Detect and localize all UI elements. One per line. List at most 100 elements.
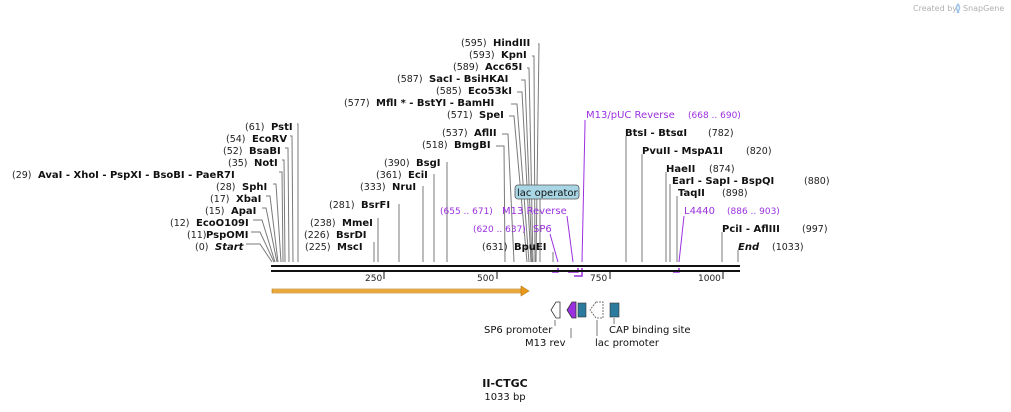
orf-arrow[interactable] [271, 285, 530, 297]
enzyme-pos: (537) [442, 128, 468, 139]
enzyme-pos: (11) [187, 230, 207, 241]
enzyme-pos: (52) [223, 146, 243, 157]
enzyme-name[interactable]: PstI [271, 122, 293, 133]
enzyme-name[interactable]: SphI [242, 182, 267, 193]
lac-operator-feature[interactable]: lac operator [514, 184, 580, 262]
enzyme-pos: (571) [447, 110, 473, 121]
enzyme-pos: (518) [422, 140, 448, 151]
enzyme-name[interactable]: PvuII - MspA1I [642, 146, 723, 157]
cap-binding-site-label: CAP binding site [609, 325, 691, 336]
tick-label: 500 [477, 274, 494, 284]
enzyme-name[interactable]: HaeII [666, 164, 695, 175]
primer-lines [549, 120, 685, 263]
enzyme-name[interactable]: BsaBI [249, 146, 281, 157]
primer-name[interactable]: M13 Reverse [502, 206, 567, 217]
enzyme-name[interactable]: BtsI - BtsαI [625, 128, 687, 139]
lac-promoter-feature[interactable] [589, 301, 604, 336]
primer-range: (886 .. 903) [727, 207, 780, 217]
primer-range: (620 .. 637) [473, 225, 526, 235]
enzyme-pos: (390) [384, 158, 410, 169]
lac-promoter-label: lac promoter [595, 338, 660, 349]
enzyme-pos: (874) [709, 164, 735, 175]
enzyme-name[interactable]: Acc65I [485, 62, 522, 73]
enzyme-pos: (333) [360, 182, 386, 193]
enzyme-pos: (29) [12, 170, 32, 181]
enzyme-name[interactable]: KpnI [501, 50, 527, 61]
primer-name[interactable]: L4440 [684, 206, 715, 217]
enzyme-name[interactable]: AflII [474, 128, 497, 139]
enzyme-name[interactable]: BsrFI [361, 200, 390, 211]
enzyme-name[interactable]: Eco53kI [468, 86, 512, 97]
enzyme-name[interactable]: EarI - SapI - BspQI [672, 176, 774, 187]
enzyme-pos: (1033) [772, 242, 804, 253]
enzyme-pos: (585) [436, 86, 462, 97]
enzyme-name[interactable]: MscI [337, 242, 363, 253]
m13-rev-label: M13 rev [525, 338, 566, 349]
m13-rev-feature[interactable] [566, 301, 577, 338]
sequence-length: 1033 bp [484, 392, 525, 403]
enzyme-pos: (54) [226, 134, 246, 145]
enzyme-pos: (12) [170, 218, 190, 229]
sp6-promoter-feature[interactable] [550, 301, 561, 326]
enzyme-name[interactable]: XbaI [236, 194, 261, 205]
enzyme-name[interactable]: TaqII [678, 188, 705, 199]
enzyme-name[interactable]: MflI * - BstYI - BamHI [376, 98, 494, 109]
enzyme-name[interactable]: NruI [392, 182, 416, 193]
enzyme-pos: (631) [482, 242, 508, 253]
lac-operator-label: lac operator [517, 188, 578, 199]
enzyme-pos: (997) [802, 224, 828, 235]
enzyme-pos: (898) [722, 188, 748, 199]
enzyme-name[interactable]: Start [215, 242, 245, 253]
created-by-label: Created by [913, 4, 957, 13]
enzyme-pos: (0) [195, 242, 208, 253]
enzyme-pos: (820) [746, 146, 772, 157]
sequence-name: II-CTGC [482, 377, 527, 390]
enzyme-pos: (225) [305, 242, 331, 253]
enzyme-pos: (238) [310, 218, 336, 229]
enzyme-name[interactable]: HindIII [493, 38, 530, 49]
enzyme-name[interactable]: EcoRV [252, 134, 287, 145]
enzyme-pos: (15) [205, 206, 225, 217]
enzyme-pos: (880) [804, 176, 830, 187]
enzyme-pos: (593) [469, 50, 495, 61]
enzyme-name[interactable]: BpuEI [514, 242, 546, 253]
enzyme-name[interactable]: MmeI [342, 218, 373, 229]
cap-binding-site-small[interactable] [577, 302, 587, 318]
enzyme-pos: (226) [304, 230, 330, 241]
axis-ticks: 250 500 750 1000 [365, 272, 724, 284]
enzyme-name[interactable]: SpeI [479, 110, 504, 121]
enzyme-name[interactable]: EciI [408, 170, 428, 181]
cap-binding-site-feature[interactable] [609, 302, 620, 324]
primer-name[interactable]: M13/pUC Reverse [586, 110, 675, 121]
enzyme-pos: (281) [329, 200, 355, 211]
enzyme-pos: (61) [245, 122, 265, 133]
enzyme-pos: (17) [210, 194, 230, 205]
enzyme-name[interactable]: BsgI [416, 158, 440, 169]
sequence-backbone [271, 265, 740, 272]
enzyme-name[interactable]: AvaI - XhoI - PspXI - BsoBI - PaeR7I [38, 170, 235, 181]
enzyme-name[interactable]: PciI - AflIII [722, 224, 780, 235]
enzyme-pos: (28) [216, 182, 236, 193]
enzyme-name[interactable]: BmgBI [454, 140, 491, 151]
enzyme-pos: (577) [344, 98, 370, 109]
tick-label: 750 [590, 274, 607, 284]
snapgene-logo-icon [955, 3, 961, 14]
tick-label: 250 [365, 274, 382, 284]
enzyme-name[interactable]: NotI [254, 158, 278, 169]
enzyme-name[interactable]: ApaI [231, 206, 256, 217]
enzyme-pos: (587) [397, 74, 423, 85]
enzyme-name[interactable]: End [738, 242, 760, 253]
enzyme-name[interactable]: BsrDI [336, 230, 367, 241]
enzyme-name[interactable]: EcoO109I [196, 218, 249, 229]
primer-name[interactable]: SP6 [533, 224, 552, 235]
enzyme-pos: (595) [461, 38, 487, 49]
enzyme-labels: (0) Start (11) PspOMI (12) EcoO109I (15)… [12, 38, 830, 253]
primer-range: (655 .. 671) [440, 207, 493, 217]
enzyme-name[interactable]: PspOMI [206, 230, 248, 241]
enzyme-pos: (35) [228, 158, 248, 169]
snapgene-brand: SnapGene [963, 4, 1004, 13]
tick-label: 1000 [698, 274, 721, 284]
enzyme-name[interactable]: SacI - BsiHKAI [429, 74, 508, 85]
enzyme-pos: (361) [376, 170, 402, 181]
primer-labels: M13/pUC Reverse (668 .. 690) (655 .. 671… [440, 110, 780, 235]
